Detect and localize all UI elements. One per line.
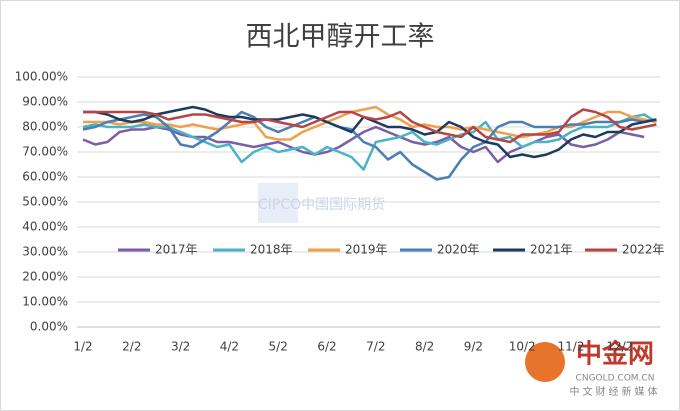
logo-icon: [525, 342, 565, 382]
x-tick-label: 10/2: [509, 340, 536, 354]
y-tick-label: 50.00%: [22, 195, 68, 209]
logo-text: 中金网: [576, 339, 654, 370]
x-tick-label: 1/2: [73, 340, 92, 354]
y-tick-label: 0.00%: [30, 320, 68, 334]
y-tick-label: 40.00%: [22, 220, 68, 234]
series-line: [82, 113, 658, 171]
x-tick-label: 6/2: [317, 340, 336, 354]
x-tick-label: 8/2: [415, 340, 434, 354]
legend-label: 2020年: [437, 243, 480, 257]
x-tick-label: 11/2: [558, 340, 585, 354]
legend-label: 2021年: [530, 243, 573, 257]
y-tick-label: 60.00%: [22, 170, 68, 184]
series-line: [82, 125, 645, 164]
watermark: CIPCO中国国际期货: [258, 196, 385, 213]
logo-slogan: 中文财经新媒体: [570, 385, 661, 398]
y-tick-label: 80.00%: [22, 120, 68, 134]
x-tick-label: 3/2: [171, 340, 190, 354]
logo-url: CNGOLD.COM.CN: [576, 374, 655, 384]
x-tick-label: 2/2: [122, 340, 141, 354]
series-line: [82, 110, 657, 181]
chart-title: 西北甲醇开工率: [246, 22, 435, 53]
x-tick-label: 12/2: [606, 340, 633, 354]
y-tick-label: 100.00%: [15, 70, 68, 84]
x-tick-label: 7/2: [366, 340, 385, 354]
legend-label: 2022年: [622, 243, 665, 257]
y-tick-label: 90.00%: [22, 95, 68, 109]
y-tick-label: 70.00%: [22, 145, 68, 159]
watermark-box: [258, 183, 298, 223]
series-line: [83, 108, 657, 144]
x-tick-label: 4/2: [220, 340, 239, 354]
x-tick-label: 5/2: [269, 340, 288, 354]
legend-label: 2017年: [155, 243, 198, 257]
legend-label: 2019年: [345, 243, 388, 257]
x-tick-label: 9/2: [464, 340, 483, 354]
legend-label: 2018年: [250, 243, 293, 257]
y-tick-label: 20.00%: [22, 270, 68, 284]
y-tick-label: 10.00%: [22, 295, 68, 309]
y-tick-label: 30.00%: [22, 245, 68, 259]
